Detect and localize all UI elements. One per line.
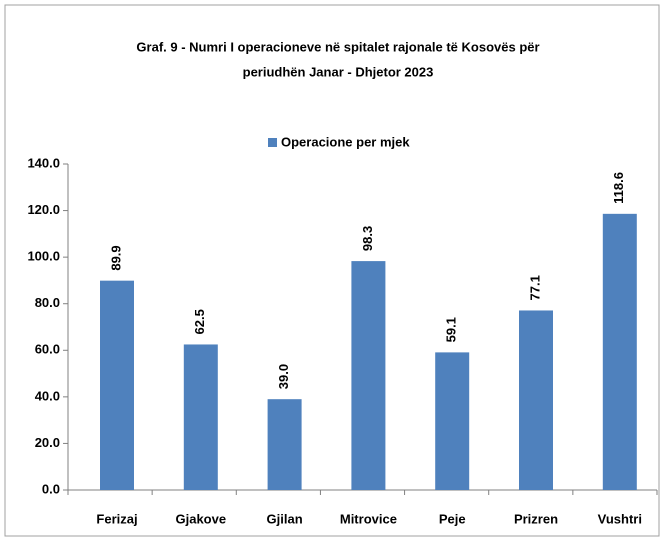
y-tick-label: 120.0 <box>27 202 60 217</box>
y-tick-label: 40.0 <box>35 388 60 403</box>
x-tick-label: Mitrovice <box>340 511 397 526</box>
y-tick-label: 60.0 <box>35 342 60 357</box>
legend-label: Operacione per mjek <box>281 134 410 149</box>
y-tick-label: 140.0 <box>27 155 60 170</box>
data-label: 98.3 <box>360 226 375 251</box>
x-tick-label: Peje <box>439 511 466 526</box>
data-label: 77.1 <box>527 275 542 300</box>
x-tick-label: Vushtri <box>598 511 642 526</box>
x-tick-label: Prizren <box>514 511 558 526</box>
legend-swatch <box>268 138 277 147</box>
x-tick-label: Ferizaj <box>96 511 137 526</box>
data-label: 62.5 <box>192 309 207 334</box>
data-label: 59.1 <box>444 317 459 342</box>
bar <box>602 213 637 490</box>
y-tick-label: 0.0 <box>42 481 60 496</box>
y-tick-label: 20.0 <box>35 435 60 450</box>
y-tick-label: 80.0 <box>35 295 60 310</box>
data-label: 39.0 <box>276 364 291 389</box>
x-tick-label: Gjilan <box>267 511 303 526</box>
chart-subtitle: periudhën Janar - Dhjetor 2023 <box>243 64 434 79</box>
bar <box>435 352 470 490</box>
x-tick-label: Gjakove <box>176 511 227 526</box>
bar <box>351 261 386 490</box>
bar <box>183 344 218 490</box>
data-label: 118.6 <box>611 172 626 204</box>
chart-title: Graf. 9 - Numri I operacioneve në spital… <box>136 39 539 54</box>
bar <box>519 310 553 490</box>
data-label: 89.9 <box>108 245 123 270</box>
y-tick-label: 100.0 <box>27 249 60 264</box>
bar <box>267 399 302 490</box>
bar <box>100 280 134 490</box>
